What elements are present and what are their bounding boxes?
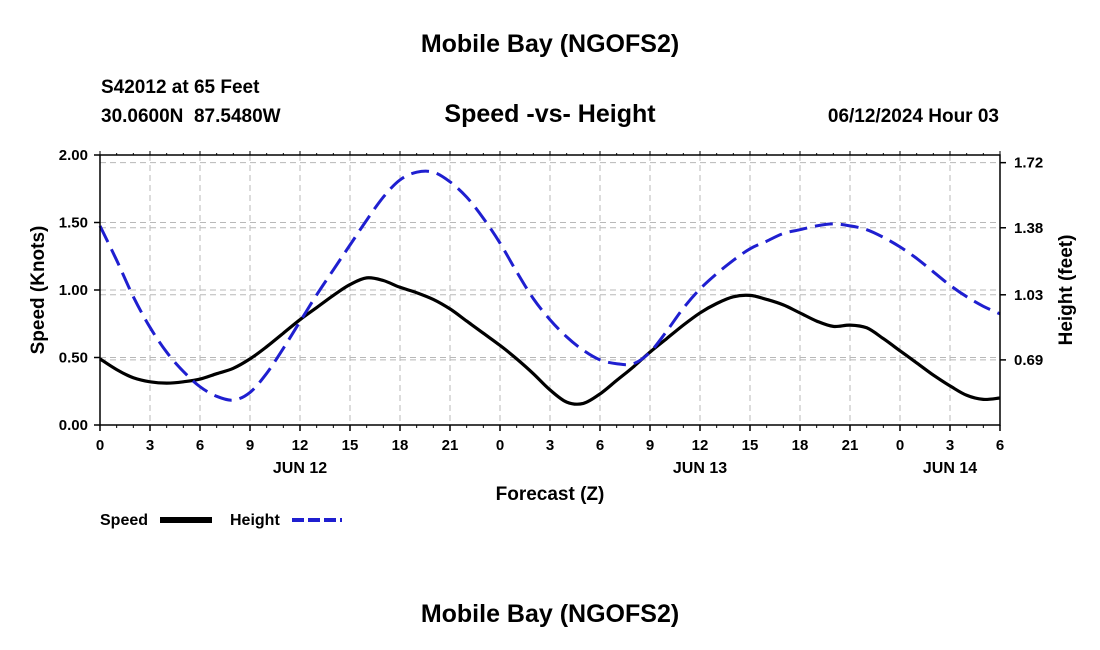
series-line-speed — [99, 276, 1001, 406]
chart-title-top: Mobile Bay (NGOFS2) — [420, 30, 680, 58]
y-left-tick-label: 2.00 — [59, 147, 88, 164]
x-tick-label: 21 — [842, 437, 859, 454]
date-label: JUN 13 — [673, 460, 727, 477]
x-tick-label: 3 — [146, 437, 154, 454]
y-right-tick-label: 1.72 — [1014, 155, 1043, 172]
x-tick-label: 0 — [96, 437, 104, 454]
legend: Speed Height — [100, 512, 342, 529]
y-left-tick-label: 0.00 — [59, 417, 88, 434]
x-tick-label: 9 — [646, 437, 654, 454]
x-tick-label: 15 — [742, 437, 759, 454]
x-tick-label: 3 — [546, 437, 554, 454]
forecast-timestamp: 06/12/2024 Hour 03 — [827, 106, 999, 127]
station-name: S42012 at 65 Feet — [101, 77, 260, 98]
chart-subtitle: Speed -vs- Height — [444, 100, 656, 128]
x-tick-label: 6 — [196, 437, 204, 454]
date-label: JUN 14 — [923, 460, 977, 477]
y-right-tick-label: 1.38 — [1014, 220, 1043, 237]
y-left-tick-label: 0.50 — [59, 350, 88, 367]
x-tick-label: 12 — [692, 437, 709, 454]
x-axis-label: Forecast (Z) — [496, 484, 605, 505]
x-tick-label: 0 — [496, 437, 504, 454]
grid-lines — [100, 155, 1000, 425]
legend-height-label: Height — [230, 512, 280, 529]
x-tick-label: 3 — [946, 437, 954, 454]
x-tick-label: 12 — [292, 437, 309, 454]
x-tick-label: 6 — [596, 437, 604, 454]
y-left-tick-label: 1.50 — [59, 215, 88, 232]
x-tick-label: 0 — [896, 437, 904, 454]
station-coordinates: 30.0600N 87.5480W — [101, 106, 281, 127]
y-axis-left-label: Speed (Knots) — [28, 226, 49, 355]
y-left-tick-label: 1.00 — [59, 282, 88, 299]
date-label: JUN 12 — [273, 460, 327, 477]
x-tick-label: 21 — [442, 437, 459, 454]
y-right-tick-label: 1.03 — [1014, 287, 1043, 304]
x-tick-label: 15 — [342, 437, 359, 454]
x-tick-label: 18 — [392, 437, 409, 454]
x-tick-label: 6 — [996, 437, 1004, 454]
x-tick-label: 18 — [792, 437, 809, 454]
y-axis-right-label: Height (feet) — [1056, 235, 1077, 346]
series-line-height — [98, 169, 1001, 402]
x-tick-label: 9 — [246, 437, 254, 454]
axis-ticks: 0 3 6 9 12 15 18 21 0 3 6 9 12 15 18 21 0 3 6 JUN 12 JUN 13 J… — [59, 147, 1043, 477]
chart-title-bottom: Mobile Bay (NGOFS2) — [420, 600, 680, 628]
y-right-tick-label: 0.69 — [1014, 352, 1043, 369]
series-lines — [98, 169, 1001, 406]
legend-speed-label: Speed — [100, 512, 148, 529]
